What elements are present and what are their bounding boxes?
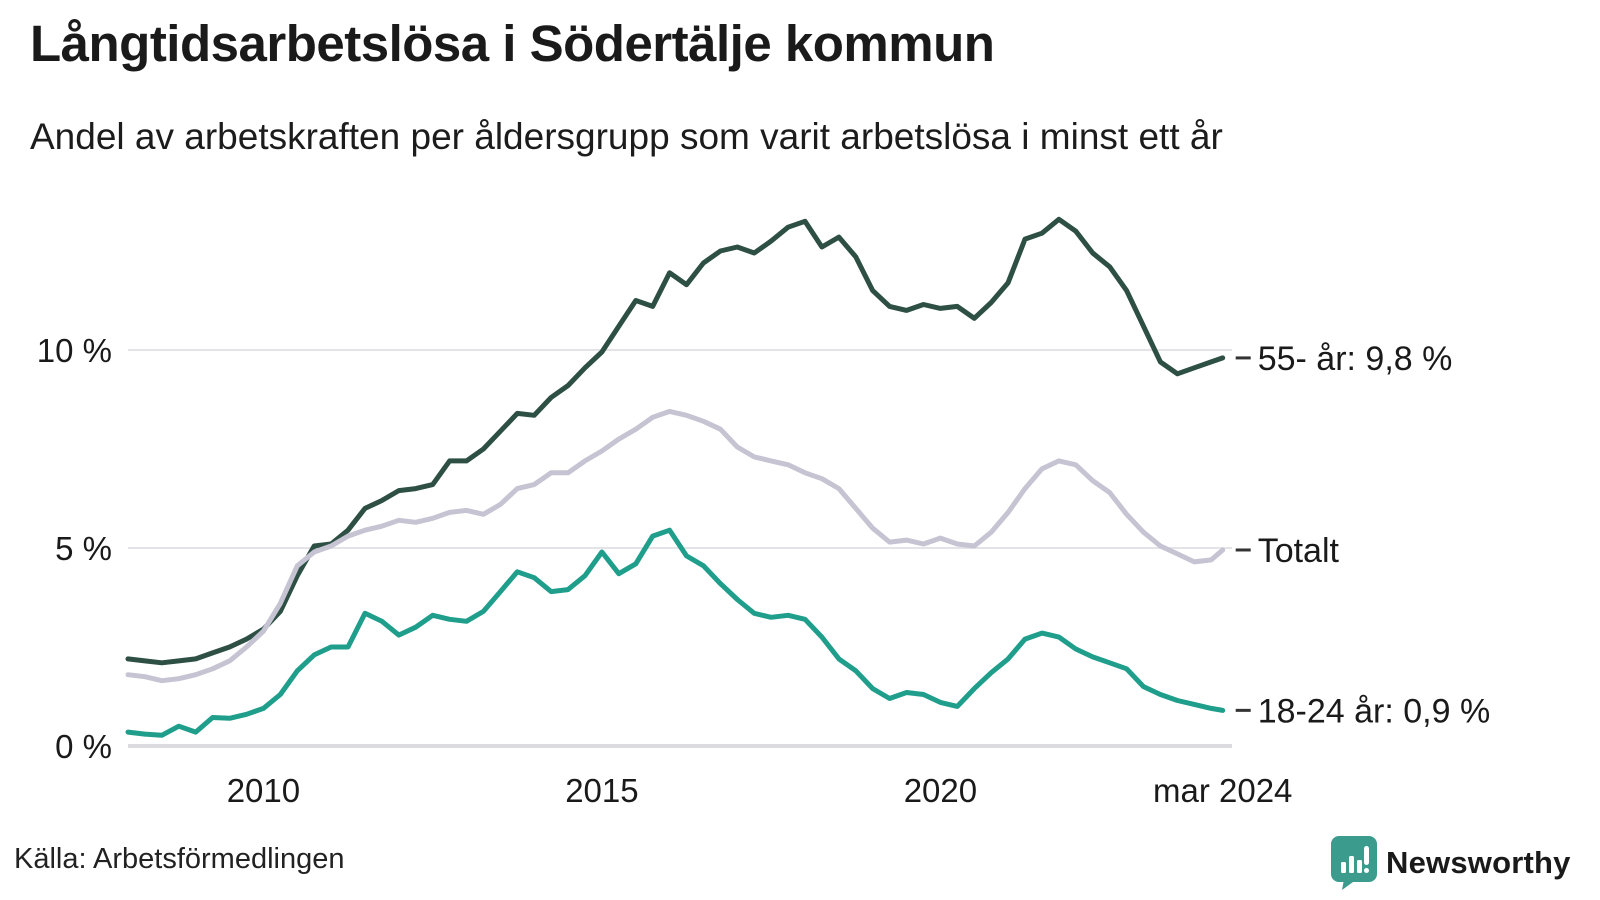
series-end-label-totalt: Totalt (1258, 532, 1340, 570)
x-tick-label-2015: 2015 (565, 772, 638, 809)
logo-bar-3 (1357, 860, 1362, 873)
series-line-55-ar (125, 216, 1226, 666)
y-tick-label-5: 5 % (55, 530, 112, 567)
page-title: Långtidsarbetslösa i Södertälje kommun (30, 15, 995, 72)
newsworthy-logo-icon (1331, 836, 1377, 890)
logo-bar-1 (1341, 862, 1346, 873)
x-tick-label-2010: 2010 (227, 772, 300, 809)
series-end-label-18-24-ar: 18-24 år: 0,9 % (1258, 692, 1490, 730)
y-tick-label-10: 10 % (37, 332, 112, 369)
y-tick-label-0: 0 % (55, 728, 112, 765)
chart-subtitle: Andel av arbetskraften per åldersgrupp s… (30, 116, 1223, 157)
series-end-label-55-ar: 55- år: 9,8 % (1258, 340, 1453, 378)
logo-exclamation-stem (1364, 846, 1369, 865)
logo-bar-2 (1349, 856, 1354, 873)
brand-footer: Newsworthy (1331, 836, 1571, 890)
x-tick-label-2020: 2020 (904, 772, 977, 809)
x-tick-label-mar-2024: mar 2024 (1153, 772, 1292, 809)
series-line-18-24-ar (125, 527, 1226, 738)
series-line-totalt (125, 408, 1226, 684)
brand-name: Newsworthy (1386, 845, 1571, 880)
logo-exclamation-dot (1364, 868, 1369, 873)
source-note: Källa: Arbetsförmedlingen (14, 843, 345, 875)
